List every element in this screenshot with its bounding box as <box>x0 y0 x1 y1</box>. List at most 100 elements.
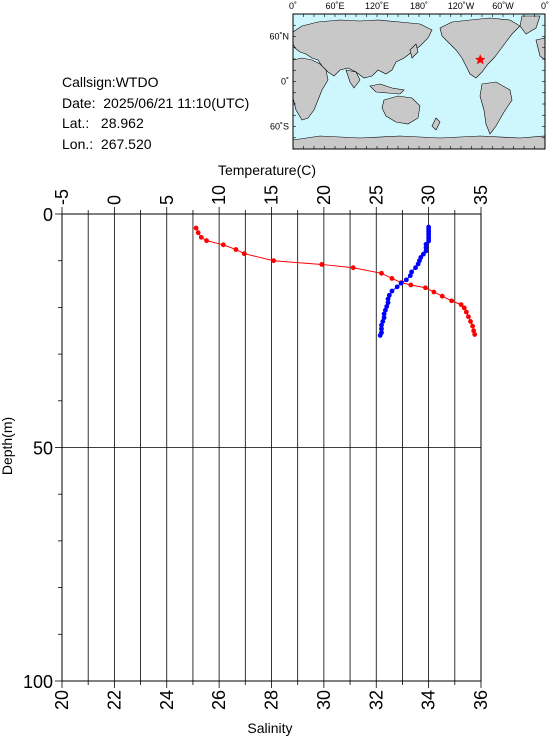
map-frame <box>292 13 546 150</box>
temperature-tick-label: 35 <box>471 185 491 205</box>
salinity-tick-label: 36 <box>471 690 491 710</box>
depth-tick-label: 50 <box>33 439 53 459</box>
callsign-label: Callsign: <box>62 74 116 90</box>
map-lon-tick-label: 180˚ <box>410 1 428 11</box>
salinity-data-point <box>386 292 392 298</box>
temperature-data-point <box>271 258 276 264</box>
lon-label: Lon.: <box>62 135 94 152</box>
map-lon-tick-label: 0˚ <box>541 1 549 11</box>
temperature-data-point <box>389 276 395 281</box>
temperature-data-point <box>379 270 384 276</box>
map-lat-tick-label: 0˚ <box>281 77 289 87</box>
salinity-tick-label: 34 <box>419 690 439 710</box>
temperature-data-point <box>471 328 477 334</box>
temperature-data-point <box>241 251 247 257</box>
temperature-data-point <box>458 302 464 307</box>
map-lon-tick-label: 0˚ <box>289 1 297 11</box>
map-tick-labels: 0˚ 60˚E 120˚E 180˚ 120˚W 60˚W 0˚ 60˚N 0˚ 60˚S <box>269 1 549 132</box>
salinity-data-point <box>409 269 415 275</box>
india-landmass <box>345 69 361 89</box>
temperature-tick-label: 30 <box>419 185 439 205</box>
date-label: Date: <box>62 94 96 111</box>
salinity-tick-label: 30 <box>314 690 334 710</box>
temperature-data-point <box>472 332 478 337</box>
greenland-landmass <box>519 15 541 35</box>
temperature-tick-label: 20 <box>314 185 334 205</box>
temperature-data-point <box>468 319 473 324</box>
temperature-axis-title: Temperature(C) <box>218 162 316 178</box>
eurasia-landmass <box>292 19 433 79</box>
south-america-landmass <box>479 81 513 135</box>
salinity-data-point <box>385 300 391 306</box>
salinity-data-point <box>381 311 387 317</box>
temperature-data-point <box>204 238 209 244</box>
salinity-axis-title: Salinity <box>247 720 292 736</box>
map-lon-tick-label: 60˚W <box>492 1 514 11</box>
map-land <box>292 15 546 150</box>
salinity-data-point <box>423 248 429 254</box>
temperature-tick-label: 0 <box>104 195 124 205</box>
depth-tick-label: 0 <box>43 205 53 225</box>
temperature-tick-label: -5 <box>52 189 72 205</box>
temperature-tick-label: 25 <box>366 185 386 205</box>
temperature-data-point <box>350 265 356 271</box>
salinity-data-point <box>385 296 391 302</box>
north-america-landmass <box>439 17 521 79</box>
callsign-value: WTDO <box>115 74 159 90</box>
location-map: 0˚ 60˚E 120˚E 180˚ 120˚W 60˚W 0˚ 60˚N 0˚ 60˚S <box>269 1 549 150</box>
temperature-data-point <box>319 262 325 267</box>
salinity-data-point <box>398 280 404 286</box>
temperature-data-point <box>431 289 437 295</box>
lat-label: Lat.: <box>62 115 90 131</box>
salinity-data-point <box>381 315 387 321</box>
station-marker-star <box>474 54 486 65</box>
salinity-tick-label: 28 <box>262 690 282 710</box>
salinity-data-point <box>403 277 409 283</box>
map-lon-tick-label: 60˚E <box>325 1 344 11</box>
map-lat-tick-label: 60˚N <box>269 32 289 42</box>
temperature-data-point <box>195 230 201 236</box>
salinity-data-point <box>384 304 390 309</box>
chart-grid <box>62 214 481 681</box>
temperature-data-point <box>423 285 428 291</box>
temperature-data-point <box>439 293 445 299</box>
salinity-tick-label: 26 <box>209 690 229 710</box>
depth-tick-label: 100 <box>23 672 53 692</box>
map-lon-tick-label: 120˚E <box>365 1 389 11</box>
salinity-data-point <box>394 284 400 290</box>
salinity-data-point <box>379 326 384 332</box>
temperature-data-point <box>470 323 476 329</box>
africa-landmass <box>292 57 329 121</box>
salinity-tick-label: 20 <box>52 690 72 710</box>
indonesia-landmass <box>369 83 405 95</box>
australia-landmass <box>381 95 421 125</box>
map-lon-tick-label: 120˚W <box>448 1 475 11</box>
depth-axis-title: Depth(m) <box>0 417 15 475</box>
temperature-data-point <box>449 298 455 304</box>
lon-value: 267.520 <box>100 135 152 152</box>
chart-series <box>193 224 478 338</box>
salinity-data-point <box>413 265 418 271</box>
salinity-data-point <box>389 288 395 294</box>
salinity-tick-label: 22 <box>104 690 124 710</box>
station-info: Callsign:WTDO Date: 2025/06/21 11:10(UTC… <box>62 72 249 154</box>
temperature-data-point <box>461 305 467 311</box>
salinity-data-point <box>380 319 386 324</box>
salinity-data-point <box>420 251 426 257</box>
salinity-data-point <box>379 322 384 328</box>
salinity-data-point <box>383 307 388 313</box>
salinity-data-point <box>426 238 432 244</box>
newzealand-landmass <box>431 117 441 131</box>
date-value: 2025/06/21 11:10(UTC) <box>103 94 250 111</box>
salinity-data-point <box>407 273 413 279</box>
salinity-data-point <box>377 333 383 338</box>
lat-value: 28.962 <box>100 115 144 131</box>
japan-landmass <box>409 43 419 59</box>
temperature-tick-label: 5 <box>157 195 177 205</box>
salinity-data-point <box>415 261 421 267</box>
temperature-data-point <box>193 225 199 231</box>
salinity-tick-label: 32 <box>366 690 386 710</box>
temperature-data-point <box>198 234 204 240</box>
